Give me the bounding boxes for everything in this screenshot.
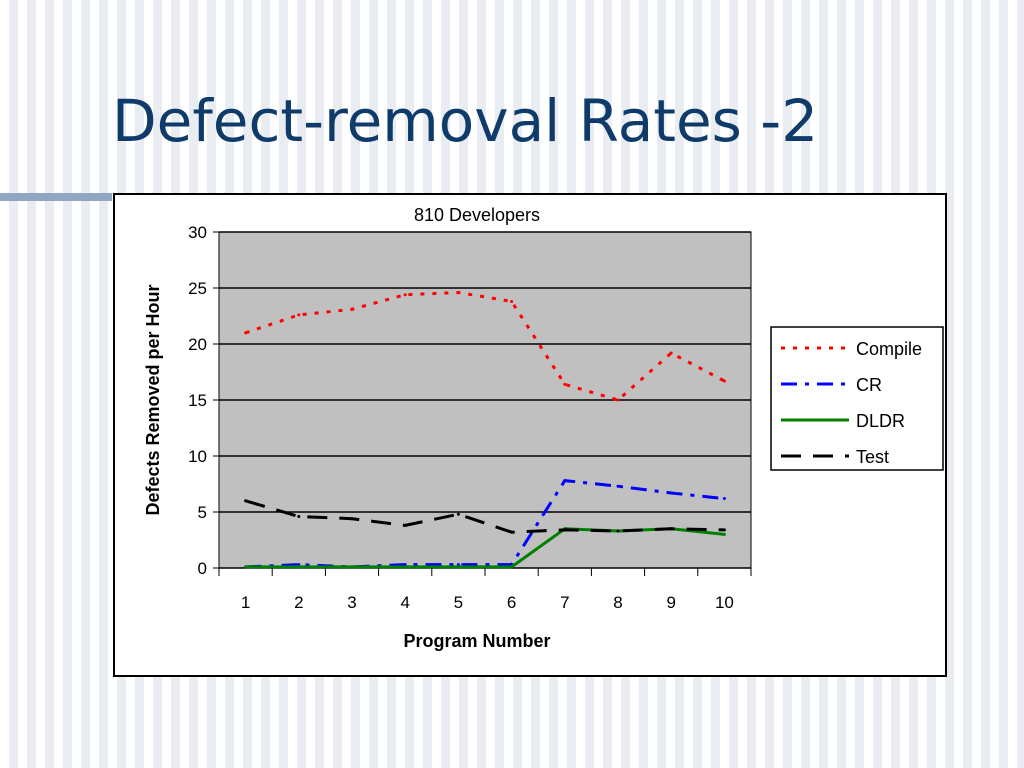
data-point-dldr	[297, 565, 301, 569]
data-point-cr	[563, 479, 567, 483]
x-tick-label: 2	[294, 593, 303, 612]
data-point-compile	[722, 379, 726, 383]
y-axis-title: Defects Removed per Hour	[143, 284, 163, 515]
x-tick-label: 6	[507, 593, 516, 612]
data-point-test	[722, 528, 726, 532]
y-tick-label: 0	[198, 559, 207, 578]
data-point-dldr	[722, 532, 726, 536]
x-tick-label: 5	[454, 593, 463, 612]
chart-frame: 810 Developers 0 5 10 15 20 25 30 1 2 3 4 5 6 7 8 9 10 Pro…	[113, 193, 947, 677]
data-point-test	[350, 517, 354, 521]
data-point-compile	[510, 299, 514, 303]
data-point-test	[297, 514, 301, 518]
data-point-compile	[669, 351, 673, 355]
legend-box	[770, 326, 944, 471]
data-point-cr	[669, 491, 673, 495]
data-point-compile	[403, 293, 407, 297]
data-point-test	[616, 529, 620, 533]
legend-label-cr: CR	[856, 375, 882, 395]
data-point-cr	[722, 497, 726, 501]
data-point-compile	[297, 313, 301, 317]
y-tick-label: 20	[188, 335, 207, 354]
data-point-dldr	[510, 565, 514, 569]
data-point-cr	[456, 563, 460, 567]
data-point-test	[563, 528, 567, 532]
data-point-test	[244, 499, 248, 503]
data-point-compile	[350, 307, 354, 311]
data-point-cr	[403, 563, 407, 567]
series-line-dldr	[245, 527, 725, 569]
y-tick-label: 5	[198, 503, 207, 522]
data-point-dldr	[456, 565, 460, 569]
data-point-cr	[297, 563, 301, 567]
x-tick-label: 9	[666, 593, 675, 612]
x-tick-label: 8	[613, 593, 622, 612]
data-point-test	[403, 523, 407, 527]
data-point-test	[510, 530, 514, 534]
y-tick-label: 25	[188, 279, 207, 298]
title-divider	[0, 193, 112, 201]
x-tick-label: 4	[400, 593, 409, 612]
data-point-test	[456, 512, 460, 516]
legend-label-test: Test	[856, 447, 889, 467]
legend-label-compile: Compile	[856, 339, 922, 359]
data-point-cr	[616, 484, 620, 488]
series-line-test	[245, 499, 725, 534]
legend-label-dldr: DLDR	[856, 411, 905, 431]
slide-title: Defect-removal Rates -2	[112, 87, 819, 155]
chart-title: 810 Developers	[414, 205, 540, 225]
data-point-dldr	[403, 565, 407, 569]
y-tick-label: 30	[188, 223, 207, 242]
line-chart: 810 Developers 0 5 10 15 20 25 30 1 2 3 4 5 6 7 8 9 10 Pro…	[143, 205, 944, 651]
x-tick-label: 10	[715, 593, 734, 612]
data-point-compile	[616, 398, 620, 402]
data-point-compile	[563, 382, 567, 386]
data-point-dldr	[244, 565, 248, 569]
data-point-test	[669, 527, 673, 531]
x-tick-label: 1	[241, 593, 250, 612]
data-point-compile	[456, 290, 460, 294]
data-point-compile	[244, 331, 248, 335]
x-tick-label: 3	[347, 593, 356, 612]
x-tick-label: 7	[560, 593, 569, 612]
data-point-dldr	[350, 565, 354, 569]
y-tick-label: 15	[188, 391, 207, 410]
y-tick-label: 10	[188, 447, 207, 466]
x-axis-title: Program Number	[403, 631, 550, 651]
